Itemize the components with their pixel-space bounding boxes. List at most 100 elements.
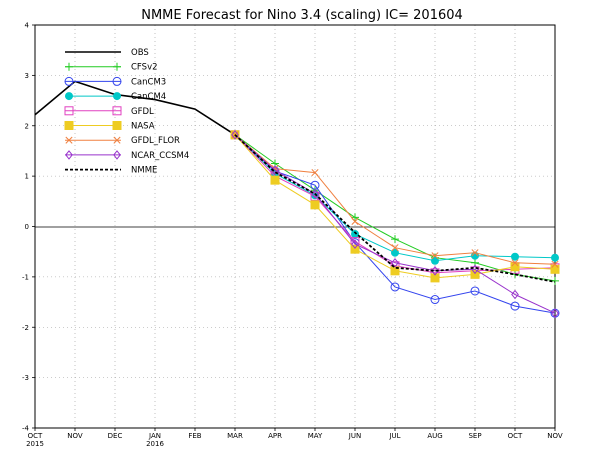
legend-item-gfdl: GFDL <box>64 106 154 117</box>
legend-item-gfdl-flor: GFDL_FLOR <box>65 136 180 146</box>
filled-square-marker <box>550 264 560 274</box>
chart-title: NMME Forecast for Nino 3.4 (scaling) IC=… <box>141 8 463 23</box>
x-tick-year: 2015 <box>26 440 44 448</box>
x-tick-label: MAR <box>227 432 243 440</box>
legend-label: CanCM3 <box>131 77 166 87</box>
y-tick-label: 1 <box>25 173 29 181</box>
series-nmme <box>234 134 556 283</box>
x-tick-label: JAN <box>148 432 161 440</box>
open-circle-marker <box>390 282 400 292</box>
legend-label: NCAR_CCSM4 <box>131 151 189 161</box>
open-diamond-marker <box>551 308 559 318</box>
y-axis: -4 -3 -2 -1 0 1 2 3 4 <box>22 22 35 433</box>
x-marker <box>311 169 319 177</box>
plus-marker <box>113 62 121 71</box>
x-tick-label: AUG <box>427 432 442 440</box>
open-square-marker <box>64 106 74 116</box>
x-tick-label: SEP <box>468 432 481 440</box>
filled-circle-marker <box>511 252 519 261</box>
legend-item-ncar-ccsm4: NCAR_CCSM4 <box>65 150 189 161</box>
x-marker <box>351 217 359 226</box>
x-marker <box>391 244 399 252</box>
filled-square-marker <box>64 121 74 130</box>
x-tick-label: FEB <box>188 432 201 440</box>
open-diamond-marker <box>231 130 239 140</box>
legend-label: OBS <box>131 48 149 58</box>
series-line-cancm3 <box>234 134 556 314</box>
y-tick-label: -3 <box>22 374 29 382</box>
x-marker <box>65 136 73 144</box>
x-tick-label: NOV <box>67 432 83 440</box>
filled-circle-marker <box>65 92 73 101</box>
legend-item-obs: OBS <box>65 48 149 58</box>
open-diamond-marker <box>391 257 399 268</box>
x-tick-label: OCT <box>508 432 523 440</box>
series-layer <box>34 80 560 318</box>
plus-marker <box>391 235 399 244</box>
x-marker <box>113 136 121 144</box>
y-tick-label: -2 <box>22 324 29 332</box>
plot-frame <box>34 24 556 429</box>
legend-label: CanCM4 <box>131 92 166 102</box>
series-nasa <box>230 130 560 283</box>
series-line-obs <box>34 80 236 136</box>
filled-square-marker <box>510 262 520 272</box>
filled-circle-marker <box>431 256 439 265</box>
open-circle-marker <box>64 76 74 86</box>
open-square-marker <box>112 106 122 116</box>
open-diamond-marker <box>113 150 121 160</box>
filled-square-marker <box>112 121 122 130</box>
filled-square-marker <box>270 175 280 185</box>
x-tick-label: DEC <box>108 432 123 440</box>
x-tick-label: APR <box>268 432 282 440</box>
x-marker <box>431 252 439 260</box>
x-tick-year: 2016 <box>146 440 164 448</box>
open-diamond-marker <box>511 289 519 300</box>
grid <box>35 25 555 428</box>
plus-marker <box>351 213 359 222</box>
x-marker <box>471 249 479 257</box>
open-diamond-marker <box>431 266 439 276</box>
x-tick-label: MAY <box>308 432 323 440</box>
filled-square-marker <box>430 273 440 283</box>
filled-square-marker <box>310 200 320 210</box>
filled-circle-marker <box>351 230 359 239</box>
legend-label: GFDL <box>131 107 154 117</box>
x-tick-label: NOV <box>547 432 563 440</box>
legend-label: NASA <box>131 122 155 132</box>
open-circle-marker <box>470 286 480 296</box>
x-marker <box>511 259 519 267</box>
filled-circle-marker <box>113 92 121 101</box>
filled-circle-marker <box>311 191 319 200</box>
x-marker <box>551 260 559 268</box>
open-square-marker <box>310 191 320 201</box>
open-diamond-marker <box>65 150 73 160</box>
filled-circle-marker <box>391 248 399 257</box>
legend-label: NMME <box>131 166 157 176</box>
filled-square-marker <box>350 244 360 254</box>
y-tick-label: 4 <box>25 22 30 30</box>
legend-label: GFDL_FLOR <box>131 136 180 146</box>
y-tick-label: 0 <box>25 223 29 231</box>
y-tick-label: 3 <box>25 72 29 80</box>
legend-item-cancm3: CanCM3 <box>64 76 166 87</box>
filled-circle-marker <box>551 253 559 262</box>
y-tick-label: -4 <box>22 425 30 433</box>
open-circle-marker <box>112 76 122 86</box>
legend: OBS CFSv2 CanCM3 CanCM4 GFDL NASA GFDL_FLOR NCA… <box>64 48 189 176</box>
filled-square-marker <box>390 266 400 276</box>
plus-marker <box>65 62 73 71</box>
series-line-gfdl-flor <box>234 134 556 265</box>
y-tick-label: -1 <box>22 273 29 281</box>
y-tick-label: 2 <box>25 122 29 130</box>
x-tick-label: OCT <box>28 432 43 440</box>
open-diamond-marker <box>351 239 359 249</box>
series-line-nmme <box>234 134 556 283</box>
open-circle-marker <box>510 301 520 311</box>
legend-item-nasa: NASA <box>64 121 155 132</box>
legend-item-cancm4: CanCM4 <box>65 92 166 102</box>
filled-square-marker <box>470 269 480 279</box>
x-tick-label: JUL <box>388 432 400 440</box>
series-line-ncar-ccsm4 <box>234 134 556 314</box>
